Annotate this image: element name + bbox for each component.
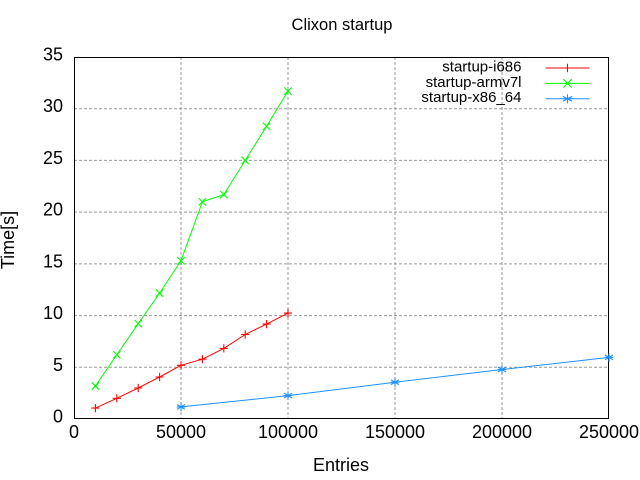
svg-text:0: 0: [69, 422, 79, 442]
svg-text:10: 10: [43, 303, 63, 323]
svg-text:100000: 100000: [258, 422, 318, 442]
svg-text:0: 0: [53, 407, 63, 427]
svg-text:200000: 200000: [472, 422, 532, 442]
svg-text:5: 5: [53, 355, 63, 375]
svg-text:50000: 50000: [156, 422, 206, 442]
svg-text:Clixon startup: Clixon startup: [292, 16, 393, 34]
svg-text:150000: 150000: [365, 422, 425, 442]
svg-text:25: 25: [43, 148, 63, 168]
svg-text:35: 35: [43, 45, 63, 65]
svg-text:startup-x86_64: startup-x86_64: [421, 89, 521, 106]
svg-text:30: 30: [43, 96, 63, 116]
svg-text:20: 20: [43, 200, 63, 220]
svg-text:250000: 250000: [579, 422, 639, 442]
svg-text:Entries: Entries: [313, 455, 369, 475]
svg-text:Time[s]: Time[s]: [0, 211, 18, 269]
svg-text:15: 15: [43, 251, 63, 271]
